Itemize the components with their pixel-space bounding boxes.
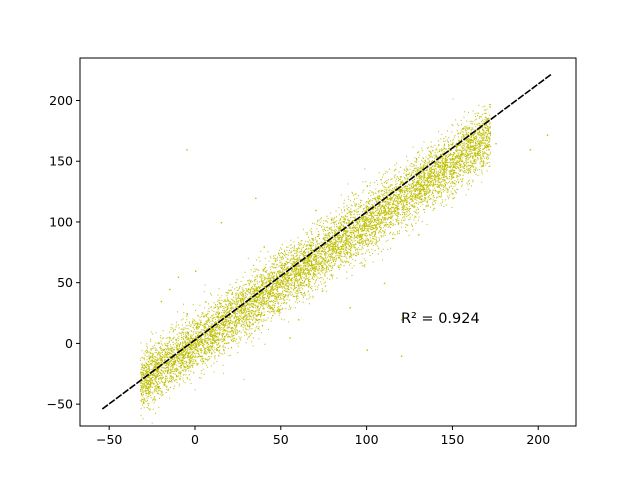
scatter-point bbox=[186, 313, 188, 315]
scatter-point bbox=[195, 339, 197, 342]
y-tick-label: −50 bbox=[47, 397, 73, 412]
r-squared-annotation: R² = 0.924 bbox=[401, 311, 480, 327]
scatter-point bbox=[469, 149, 471, 151]
scatter-point bbox=[452, 197, 454, 200]
scatter-point bbox=[529, 149, 532, 151]
scatter-point bbox=[495, 143, 497, 145]
scatter-point bbox=[220, 222, 223, 224]
scatter-point bbox=[435, 175, 437, 178]
scatter-point bbox=[160, 300, 163, 303]
scatter-point bbox=[366, 185, 368, 187]
plot-area-frame bbox=[79, 57, 577, 427]
scatter-point bbox=[546, 134, 549, 136]
scatter-point bbox=[263, 246, 265, 248]
y-tick-label: 200 bbox=[49, 93, 73, 108]
scatter-point bbox=[177, 349, 180, 351]
scatter-point bbox=[349, 231, 351, 234]
x-tick-label: 200 bbox=[526, 432, 550, 447]
scatter-point bbox=[177, 276, 180, 278]
scatter-point bbox=[349, 307, 351, 309]
scatter-point bbox=[255, 197, 257, 200]
scatter-point bbox=[263, 297, 265, 299]
scatter-point bbox=[140, 382, 142, 384]
scatter-point bbox=[298, 319, 300, 321]
y-tick-label: 150 bbox=[49, 154, 73, 169]
scatter-point bbox=[160, 358, 163, 360]
scatter-point bbox=[400, 200, 403, 202]
scatter-point bbox=[280, 280, 283, 282]
scatter-point bbox=[366, 225, 368, 227]
scatter-point bbox=[383, 282, 386, 285]
scatter-point bbox=[212, 328, 214, 331]
scatter-point bbox=[152, 373, 154, 376]
scatter-point bbox=[418, 234, 420, 236]
x-tick-label: 50 bbox=[273, 432, 289, 447]
scatter-point bbox=[452, 158, 454, 161]
scatter-point bbox=[400, 319, 403, 321]
scatter-point bbox=[383, 207, 386, 209]
scatter-point bbox=[315, 209, 317, 212]
x-tick-label: −50 bbox=[96, 432, 122, 447]
y-tick-label: 100 bbox=[49, 214, 73, 229]
scatter-point bbox=[332, 248, 334, 251]
scatter-point bbox=[229, 321, 231, 323]
scatter-point bbox=[366, 349, 368, 351]
scatter-point bbox=[418, 181, 420, 184]
scatter-point bbox=[169, 288, 171, 291]
scatter-point-cloud bbox=[140, 98, 492, 424]
y-tick-label: 50 bbox=[57, 275, 73, 290]
scatter-point bbox=[486, 145, 489, 147]
scatter-point bbox=[195, 270, 197, 272]
x-tick-label: 100 bbox=[355, 432, 379, 447]
x-axis: −50 0 50 100 150 200 bbox=[96, 426, 550, 447]
x-tick-label: 150 bbox=[440, 432, 464, 447]
x-tick-label: 0 bbox=[191, 432, 199, 447]
scatter-point bbox=[400, 355, 403, 357]
scatter-point bbox=[186, 149, 188, 151]
scatter-point bbox=[298, 274, 300, 276]
scatter-point bbox=[289, 337, 291, 339]
y-axis: −50 0 50 100 150 200 bbox=[47, 93, 80, 412]
scatter-point bbox=[315, 254, 317, 257]
scatter-points bbox=[140, 98, 549, 424]
scatter-point bbox=[169, 337, 171, 339]
y-tick-label: 0 bbox=[65, 336, 73, 351]
